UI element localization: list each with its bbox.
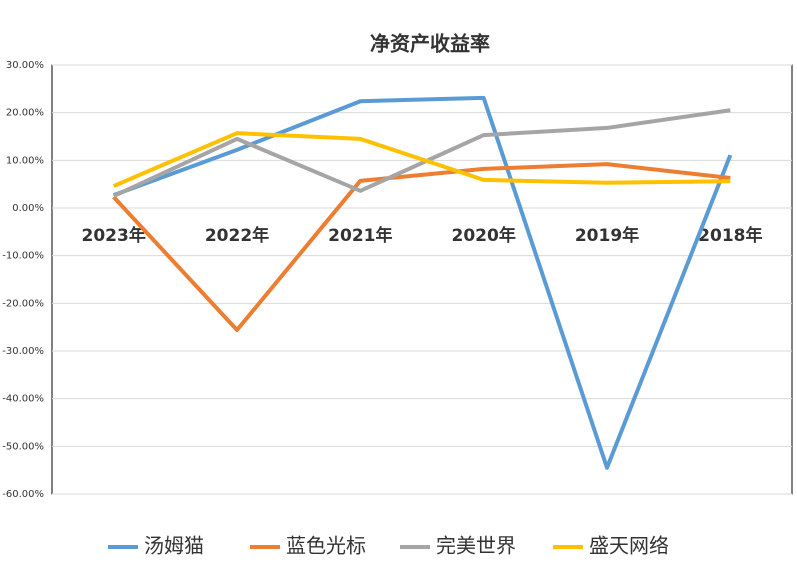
legend-label: 汤姆猫 [144, 534, 204, 558]
series-line [112, 108, 731, 198]
y-tick-label: 10.00% [6, 155, 44, 166]
legend-label: 完美世界 [436, 534, 516, 558]
chart-title: 净资产收益率 [370, 32, 490, 56]
y-tick-label: -30.00% [2, 346, 44, 357]
y-tick-label: -50.00% [2, 441, 44, 452]
y-tick-label: -60.00% [2, 489, 44, 500]
y-tick-label: -10.00% [2, 251, 44, 262]
y-tick-label: -20.00% [2, 298, 44, 309]
series-line [112, 95, 733, 470]
legend-label: 盛天网络 [589, 534, 669, 558]
y-tick-label: -40.00% [2, 394, 44, 405]
x-tick-label: 2019年 [575, 225, 639, 246]
series-line [112, 131, 731, 188]
x-tick-label: 2020年 [452, 225, 516, 246]
y-tick-label: 0.00% [12, 203, 44, 214]
x-tick-label: 2018年 [698, 225, 762, 246]
x-tick-label: 2023年 [82, 225, 146, 246]
series-line [112, 162, 731, 333]
x-tick-label: 2022年 [205, 225, 269, 246]
y-tick-label: 20.00% [6, 108, 44, 119]
y-tick-label: 30.00% [6, 60, 44, 71]
x-tick-label: 2021年 [328, 225, 392, 246]
legend-label: 蓝色光标 [286, 534, 366, 558]
